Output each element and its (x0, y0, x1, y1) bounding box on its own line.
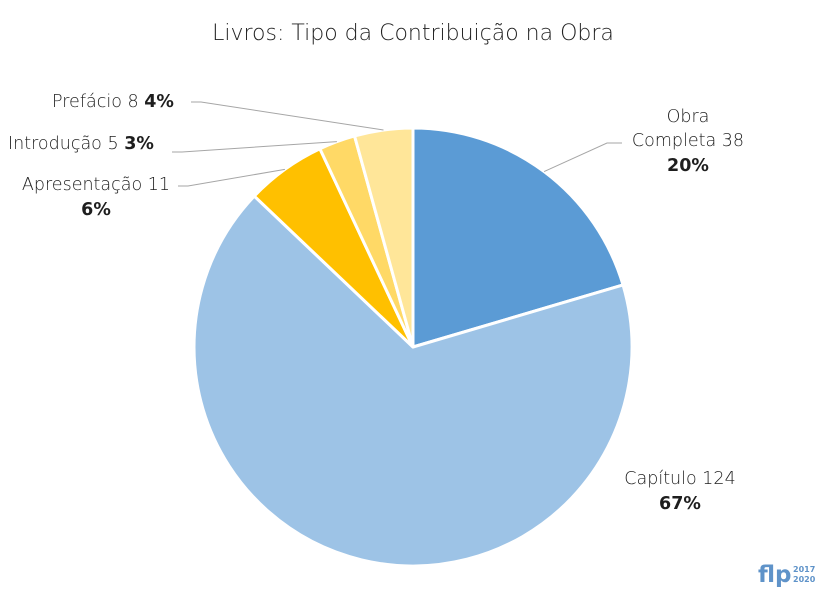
flp-logo: flp 2017 2020 (758, 562, 816, 588)
slice-value-apresentacao: 11 (148, 175, 170, 195)
leader-line-2 (178, 168, 285, 187)
slice-percent-capitulo: 67% (659, 494, 701, 514)
leader-line-0 (543, 142, 622, 173)
slice-label-obra-completa: Obra (667, 107, 710, 127)
pie-slice-capitulo (192, 194, 634, 568)
slice-value-capitulo: 124 (702, 469, 735, 489)
slice-value-obra-completa: 38 (722, 131, 744, 151)
slice-value-prefacio: 8 (127, 92, 138, 112)
slice-percent-prefacio: 4% (144, 92, 174, 112)
slice-label-obra-completa-line2: Completa 38 (632, 131, 744, 151)
logo-year-top: 2017 (793, 565, 815, 574)
logo-year-bottom: 2020 (793, 575, 816, 584)
slice-name-apresentacao: Apresentação (22, 175, 142, 195)
slice-percent-obra-completa: 20% (667, 156, 709, 176)
slice-label-introducao: Introdução 5 3% (8, 134, 154, 154)
slice-percent-introducao: 3% (124, 134, 154, 154)
logo-text: flp (758, 562, 792, 588)
slice-label-apresentacao: Apresentação 11 (22, 175, 170, 195)
pie-slice-prefacio (353, 126, 415, 349)
leader-line-4 (191, 101, 384, 131)
slice-name-capitulo: Capítulo (624, 469, 696, 489)
slice-label-prefacio: Prefácio 8 4% (52, 92, 174, 112)
slice-value-introducao: 5 (107, 134, 118, 154)
chart-title: Livros: Tipo da Contribuição na Obra (212, 21, 614, 46)
leader-line-3 (172, 141, 337, 153)
slice-percent-apresentacao: 6% (81, 200, 111, 220)
slice-name-prefacio: Prefácio (52, 92, 122, 112)
pie-slice-obra-completa (411, 126, 625, 349)
slice-name-introducao: Introdução (8, 134, 102, 154)
slice-label-capitulo: Capítulo 124 (624, 469, 735, 489)
